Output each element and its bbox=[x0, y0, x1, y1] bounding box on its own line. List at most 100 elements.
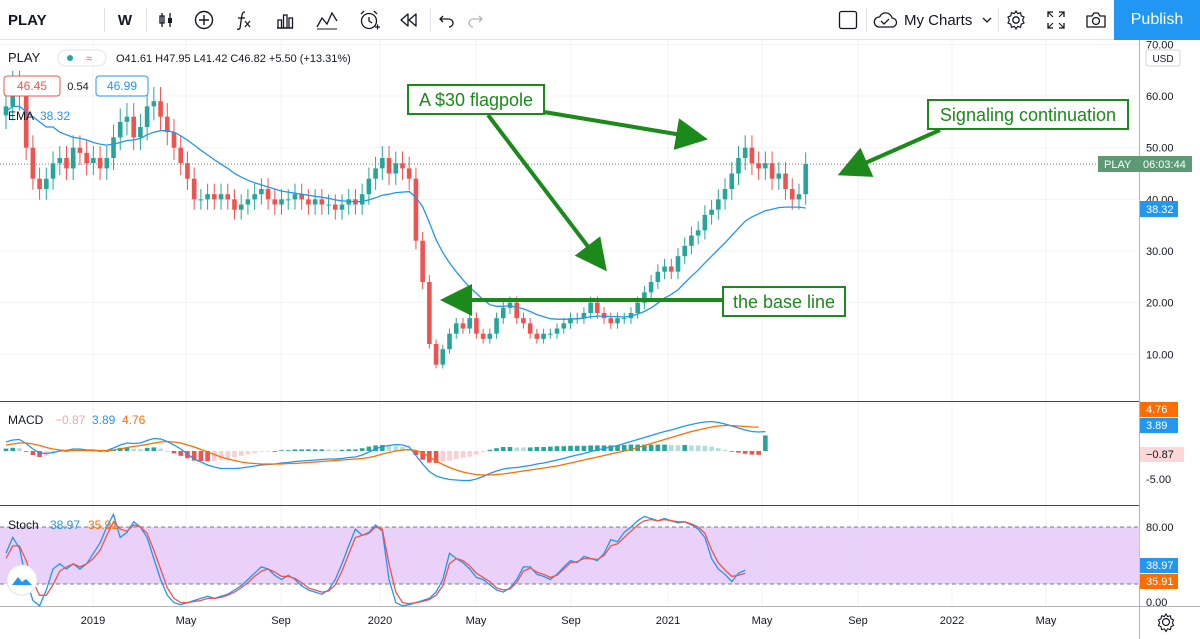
candle bbox=[104, 146, 110, 180]
publish-button[interactable]: Publish bbox=[1114, 0, 1200, 40]
sell-price-box[interactable] bbox=[3, 75, 61, 97]
price-tick-label: 70.00 bbox=[1146, 40, 1174, 51]
candle bbox=[474, 312, 479, 339]
macd-legend-label[interactable]: MACD bbox=[8, 413, 44, 427]
macd-signal-badge bbox=[1140, 402, 1178, 417]
candle bbox=[312, 189, 318, 215]
macd-hist-bar bbox=[709, 446, 714, 451]
macd-hist-bar bbox=[104, 451, 110, 452]
macd-hist-bar bbox=[527, 447, 533, 451]
annotation-flagpole[interactable]: A $30 flagpole bbox=[407, 84, 708, 272]
interval-button[interactable]: W bbox=[117, 11, 133, 29]
candle bbox=[30, 135, 36, 190]
scale-settings-icon[interactable] bbox=[1157, 612, 1175, 633]
candle bbox=[689, 226, 694, 255]
compare-icon[interactable] bbox=[268, 0, 302, 40]
layout-icon[interactable] bbox=[832, 0, 864, 40]
annotation-base-line[interactable]: the base line bbox=[440, 284, 846, 317]
annotation-continuation[interactable]: Signaling continuation bbox=[837, 99, 1129, 177]
macd-hist-bar bbox=[252, 451, 257, 453]
macd-hist-bar bbox=[729, 451, 735, 452]
macd-hist-bar bbox=[507, 447, 513, 451]
candle bbox=[218, 183, 224, 210]
macd-hist-bar bbox=[749, 451, 755, 455]
replay-icon[interactable] bbox=[392, 0, 424, 40]
candle bbox=[64, 146, 69, 180]
candle bbox=[319, 189, 325, 215]
macd-hist-bar bbox=[359, 448, 365, 451]
candle bbox=[158, 86, 163, 131]
macd-hist-bar bbox=[702, 445, 708, 451]
price-tick-label: 60.00 bbox=[1146, 91, 1174, 103]
tradingview-logo[interactable] bbox=[6, 564, 38, 596]
macd-hist-bar bbox=[218, 451, 224, 461]
continuation-arrow bbox=[837, 128, 941, 177]
candle bbox=[796, 183, 802, 210]
time-tick-label: Sep bbox=[271, 615, 291, 627]
macd-hist-bar bbox=[23, 451, 29, 452]
candle bbox=[151, 86, 157, 121]
macd-hist-bar bbox=[668, 445, 674, 451]
candle bbox=[37, 167, 42, 200]
my-charts-button[interactable]: My Charts bbox=[872, 0, 998, 40]
candle bbox=[265, 178, 271, 210]
candle bbox=[608, 312, 614, 329]
flagpole-arrow-bottom bbox=[486, 113, 607, 272]
macd-hist-bar bbox=[494, 448, 499, 451]
currency-badge[interactable] bbox=[1145, 49, 1181, 67]
candle bbox=[480, 328, 486, 344]
camera-icon[interactable] bbox=[1080, 0, 1112, 40]
redo-icon[interactable] bbox=[462, 0, 488, 40]
macd-hist-bar bbox=[716, 448, 721, 451]
macd-hist-bar bbox=[225, 451, 231, 459]
candle bbox=[124, 103, 130, 136]
price-tick-label: 20.00 bbox=[1146, 298, 1174, 310]
chart-area[interactable]: 70.0060.0050.0040.0030.0020.0010.00-5.00… bbox=[0, 40, 1200, 639]
legend-symbol[interactable]: PLAY bbox=[8, 50, 41, 65]
macd-hist-bar bbox=[447, 451, 452, 461]
macd-hist-bar bbox=[164, 451, 170, 452]
macd-hist-bar bbox=[588, 445, 593, 451]
currency-label: USD bbox=[1152, 54, 1173, 65]
candle bbox=[494, 312, 499, 339]
symbol-search[interactable]: PLAY bbox=[8, 11, 47, 29]
macd-hist-bar bbox=[191, 451, 197, 461]
macd-hist-bar bbox=[306, 449, 311, 451]
candles-icon[interactable] bbox=[150, 0, 182, 40]
candlestick-series bbox=[3, 70, 808, 369]
macd-hist-bar bbox=[521, 447, 526, 451]
indicators-icon[interactable] bbox=[310, 0, 344, 40]
buy-price-box[interactable] bbox=[95, 75, 149, 97]
macd-hist-bar bbox=[440, 451, 446, 462]
last-price-badge bbox=[1098, 156, 1192, 172]
macd-hist-bar bbox=[245, 451, 251, 455]
macd-hist-bar bbox=[581, 445, 587, 451]
candle bbox=[232, 189, 237, 220]
time-tick-label: May bbox=[466, 615, 487, 627]
macd-hist-bar bbox=[595, 445, 600, 451]
fx-icon[interactable] bbox=[226, 0, 260, 40]
macd-hist-bar bbox=[326, 449, 331, 451]
stoch-legend-label[interactable]: Stoch bbox=[8, 518, 39, 532]
fullscreen-icon[interactable] bbox=[1040, 0, 1072, 40]
candle bbox=[742, 135, 748, 171]
add-indicator-icon[interactable] bbox=[188, 0, 220, 40]
macd-hist-bar bbox=[675, 445, 681, 451]
candle bbox=[716, 189, 721, 220]
alert-icon[interactable] bbox=[352, 0, 386, 40]
candle bbox=[561, 317, 567, 334]
legend-status-pill[interactable] bbox=[57, 49, 107, 67]
candle bbox=[702, 205, 708, 240]
undo-icon[interactable] bbox=[434, 0, 460, 40]
candle bbox=[57, 146, 63, 175]
my-charts-label: My Charts bbox=[904, 11, 973, 29]
toolbar-divider bbox=[104, 8, 105, 32]
ema-legend-label[interactable]: EMA bbox=[8, 109, 34, 123]
candle bbox=[138, 113, 143, 151]
candle bbox=[178, 135, 184, 175]
settings-icon[interactable] bbox=[1000, 0, 1032, 40]
macd-hist-bar bbox=[3, 448, 9, 451]
price-axis: 70.0060.0050.0040.0030.0020.0010.00-5.00… bbox=[1146, 40, 1174, 609]
macd-hist-bar bbox=[30, 451, 36, 455]
candle bbox=[776, 162, 782, 190]
